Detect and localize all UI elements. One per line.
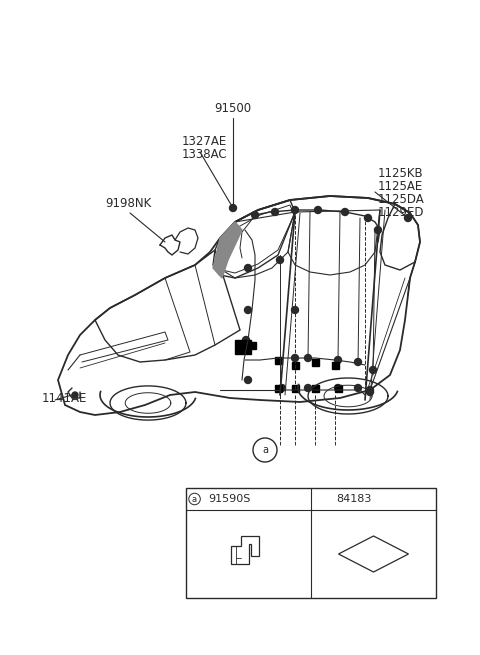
Circle shape	[335, 356, 341, 364]
Circle shape	[276, 257, 284, 263]
Circle shape	[335, 384, 341, 392]
Bar	[312, 384, 319, 392]
Bar	[235, 340, 251, 354]
Bar	[291, 362, 299, 369]
Text: 1125AE: 1125AE	[378, 180, 423, 193]
Text: 9198NK: 9198NK	[105, 197, 151, 210]
Text: 1125KB: 1125KB	[378, 167, 424, 180]
Text: 1327AE: 1327AE	[182, 135, 227, 148]
Circle shape	[364, 214, 372, 221]
Circle shape	[355, 358, 361, 365]
Text: 1141AE: 1141AE	[42, 392, 87, 405]
Circle shape	[367, 388, 373, 396]
Circle shape	[291, 307, 299, 314]
Circle shape	[272, 208, 278, 215]
Circle shape	[367, 386, 373, 394]
Text: 91500: 91500	[215, 102, 252, 115]
Circle shape	[229, 204, 237, 212]
Text: 1129ED: 1129ED	[378, 206, 424, 219]
Circle shape	[370, 367, 376, 373]
Circle shape	[374, 227, 382, 233]
Circle shape	[291, 206, 299, 214]
Bar	[186, 488, 436, 598]
Text: 1338AC: 1338AC	[182, 148, 228, 161]
Text: a: a	[192, 495, 197, 504]
Circle shape	[252, 212, 259, 219]
Circle shape	[244, 307, 252, 314]
Circle shape	[72, 392, 78, 398]
Circle shape	[304, 384, 312, 392]
Circle shape	[355, 384, 361, 392]
Text: 91590S: 91590S	[208, 494, 251, 504]
Text: 1125DA: 1125DA	[378, 193, 425, 206]
Circle shape	[244, 377, 252, 383]
Circle shape	[314, 206, 322, 214]
Circle shape	[405, 214, 411, 221]
Circle shape	[244, 265, 252, 272]
Text: a: a	[262, 445, 268, 455]
Bar	[335, 384, 341, 392]
Bar	[275, 356, 281, 364]
Bar	[249, 341, 255, 348]
Circle shape	[341, 208, 348, 215]
Bar	[275, 384, 281, 392]
Bar	[291, 384, 299, 392]
Circle shape	[304, 354, 312, 362]
Circle shape	[291, 354, 299, 362]
Bar	[332, 362, 338, 369]
Circle shape	[278, 384, 286, 392]
Polygon shape	[213, 222, 242, 278]
Text: 84183: 84183	[336, 494, 372, 504]
Bar	[312, 358, 319, 365]
Circle shape	[242, 337, 250, 343]
